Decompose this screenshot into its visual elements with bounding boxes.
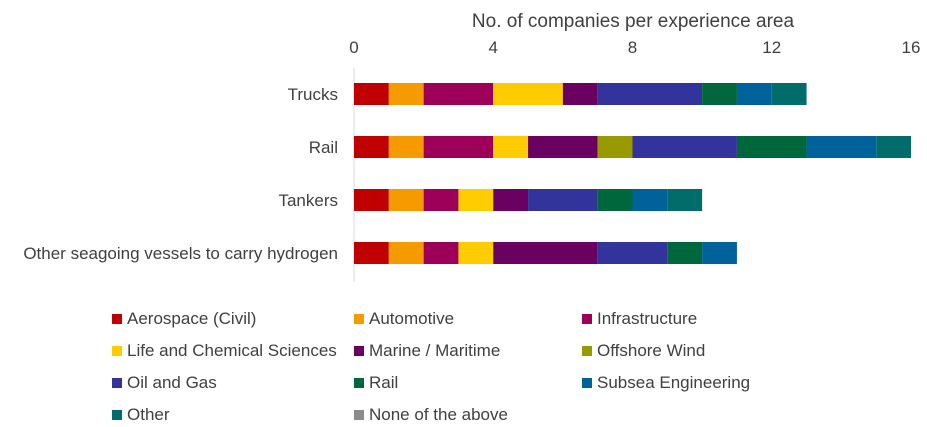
bar-segment <box>388 83 424 105</box>
bar-segment <box>458 242 494 264</box>
legend-item: Automotive <box>354 309 454 329</box>
bar-segment <box>423 83 494 105</box>
legend-item: Marine / Maritime <box>354 341 500 361</box>
legend-item: Oil and Gas <box>112 373 217 393</box>
bar-segment <box>458 189 494 211</box>
category-label: Trucks <box>288 85 338 104</box>
legend-label: Other <box>127 405 170 424</box>
legend-swatch <box>582 378 592 388</box>
bars <box>354 83 911 264</box>
bar-segment <box>667 242 703 264</box>
legend-swatch <box>582 346 592 356</box>
x-tick-labels: 0 4 8 12 16 <box>349 38 920 57</box>
bar-segment <box>354 136 389 158</box>
bar-segment <box>702 242 737 264</box>
bar-segment <box>702 83 737 105</box>
legend-item: Other <box>112 405 170 425</box>
legend-item: Subsea Engineering <box>582 373 750 393</box>
bar-segment <box>597 242 668 264</box>
legend-item: Aerospace (Civil) <box>112 309 256 329</box>
bar-segment <box>632 189 668 211</box>
bar-segment <box>388 242 424 264</box>
legend-swatch <box>354 378 364 388</box>
category-label: Rail <box>309 138 338 157</box>
x-tick-label: 0 <box>349 38 358 57</box>
legend-label: Rail <box>369 373 399 392</box>
legend-item: None of the above <box>354 405 508 425</box>
bar-segment <box>667 189 703 211</box>
bar-segment <box>736 83 772 105</box>
legend-label: Automotive <box>369 309 455 328</box>
legend-label: Oil and Gas <box>127 373 217 392</box>
legend-item: Rail <box>354 373 398 393</box>
bar-segment <box>423 242 459 264</box>
bar-segment <box>388 189 424 211</box>
bar-segment <box>493 83 563 105</box>
category-label: Tankers <box>278 191 338 210</box>
bar-segment <box>493 189 529 211</box>
legend-swatch <box>354 346 364 356</box>
x-tick-label: 16 <box>902 38 921 57</box>
bar-segment <box>388 136 424 158</box>
legend-swatch <box>354 314 364 324</box>
legend-swatch <box>354 410 364 420</box>
x-tick-label: 4 <box>489 38 498 57</box>
legend-item: Infrastructure <box>582 309 697 329</box>
bar-segment <box>876 136 911 158</box>
bar-segment <box>354 189 389 211</box>
legend-label: Offshore Wind <box>597 341 706 360</box>
bar-segment <box>528 189 598 211</box>
legend-label: Marine / Maritime <box>369 341 501 360</box>
bar-segment <box>771 83 807 105</box>
bar-segment <box>493 242 598 264</box>
x-tick-label: 12 <box>762 38 781 57</box>
stacked-bar-chart: No. of companies per experience area 0 4 8… <box>23 11 920 282</box>
legend-swatch <box>582 314 592 324</box>
bar-segment <box>528 136 598 158</box>
category-label: Other seagoing vessels to carry hydrogen <box>23 244 338 263</box>
legend-swatch <box>112 378 122 388</box>
bar-segment <box>597 136 633 158</box>
bar-segment <box>736 136 807 158</box>
x-tick-label: 8 <box>628 38 637 57</box>
bar-segment <box>423 189 459 211</box>
bar-segment <box>562 83 598 105</box>
bar-segment <box>423 136 494 158</box>
legend-swatch <box>112 346 122 356</box>
legend-label: Subsea Engineering <box>597 373 751 392</box>
legend-item: Offshore Wind <box>582 341 705 361</box>
bar-segment <box>354 83 389 105</box>
x-axis-title: No. of companies per experience area <box>472 11 795 32</box>
bar-segment <box>632 136 737 158</box>
bar-segment <box>806 136 877 158</box>
category-labels: Trucks Rail Tankers Other seagoing vessels … <box>23 85 338 263</box>
legend-swatch <box>112 410 122 420</box>
bar-segment <box>493 136 529 158</box>
legend-label: Infrastructure <box>597 309 698 328</box>
bar-segment <box>354 242 389 264</box>
legend-swatch <box>112 314 122 324</box>
bar-segment <box>597 189 633 211</box>
bar-segment <box>597 83 703 105</box>
legend-label: None of the above <box>369 405 508 424</box>
legend-label: Life and Chemical Sciences <box>127 341 337 360</box>
legend-item: Life and Chemical Sciences <box>112 341 337 361</box>
legend-label: Aerospace (Civil) <box>127 309 257 328</box>
